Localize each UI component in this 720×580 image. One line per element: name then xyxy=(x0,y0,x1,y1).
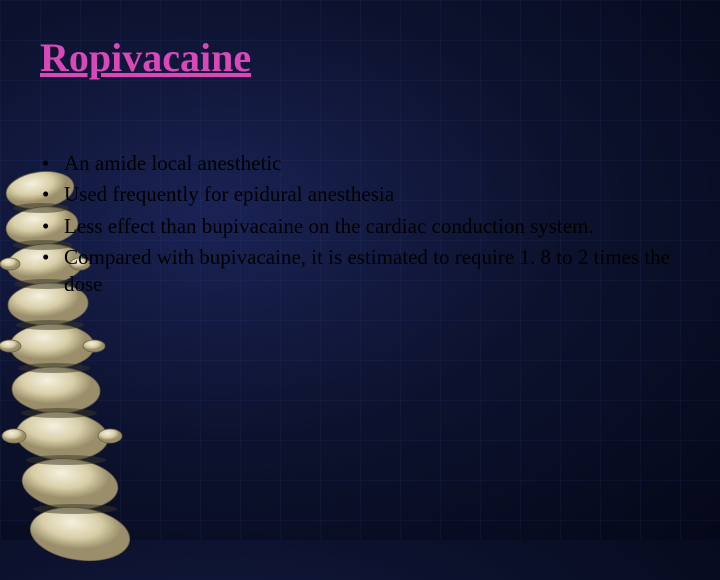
bullet-item: • Used frequently for epidural anesthesi… xyxy=(40,181,692,208)
bullet-list: • An amide local anesthetic • Used frequ… xyxy=(40,150,692,302)
bullet-item: • Less effect than bupivacaine on the ca… xyxy=(40,213,692,240)
bullet-marker: • xyxy=(40,181,64,208)
bullet-text: An amide local anesthetic xyxy=(64,150,692,177)
bullet-item: • Compared with bupivacaine, it is estim… xyxy=(40,244,692,299)
bullet-marker: • xyxy=(40,150,64,177)
bullet-text: Used frequently for epidural anesthesia xyxy=(64,181,692,208)
bullet-text: Less effect than bupivacaine on the card… xyxy=(64,213,692,240)
bullet-marker: • xyxy=(40,213,64,240)
bullet-text: Compared with bupivacaine, it is estimat… xyxy=(64,244,692,299)
bullet-marker: • xyxy=(40,244,64,271)
bullet-item: • An amide local anesthetic xyxy=(40,150,692,177)
slide-title: Ropivacaine xyxy=(40,34,251,81)
